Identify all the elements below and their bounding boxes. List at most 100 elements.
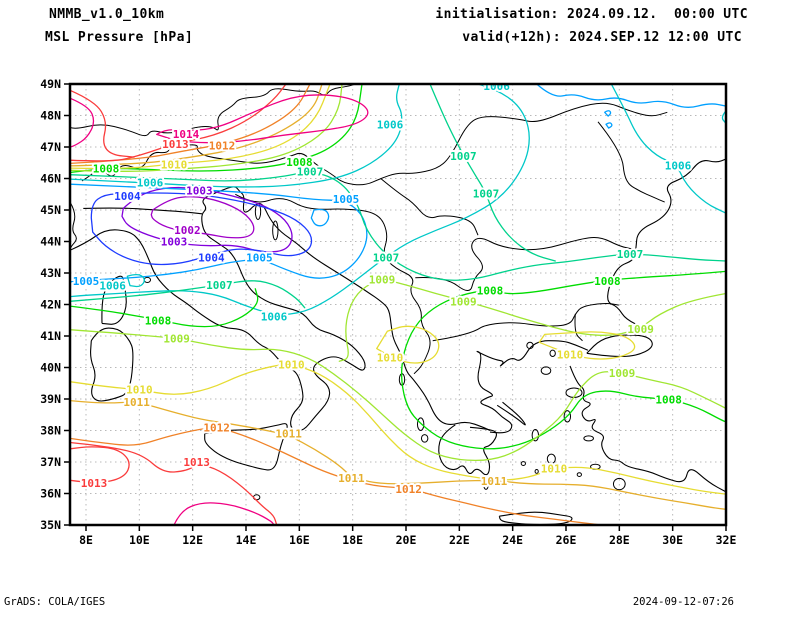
contour-label-1012: 1012 bbox=[395, 483, 422, 496]
lat-tick-label-39N: 39N bbox=[40, 392, 61, 406]
axis-ticks-labels: 49N 48N 47N 46N 45N 44N 43N 42N 41N 40N 39N 38N 37N 3… bbox=[40, 77, 736, 547]
lon-tick-label-24E: 24E bbox=[502, 533, 523, 547]
contour-label-1008: 1008 bbox=[145, 314, 172, 327]
lon-tick-label-12E: 12E bbox=[182, 533, 203, 547]
contour-label-1012: 1012 bbox=[203, 421, 230, 434]
country-border bbox=[380, 178, 479, 236]
lat-tick-label-38N: 38N bbox=[40, 424, 61, 438]
lat-tick-label-35N: 35N bbox=[40, 518, 61, 532]
contour-label-1006: 1006 bbox=[665, 159, 692, 172]
grads-credit: GrADS: COLA/IGES bbox=[4, 596, 106, 608]
country-border bbox=[70, 84, 356, 137]
contour-label-1011: 1011 bbox=[481, 475, 508, 488]
contour-label-1009: 1009 bbox=[163, 333, 190, 346]
lon-tick-label-16E: 16E bbox=[289, 533, 310, 547]
lat-tick-label-46N: 46N bbox=[40, 172, 61, 186]
coastline bbox=[101, 275, 127, 325]
contour-1011 bbox=[70, 84, 323, 167]
contour-label-1010: 1010 bbox=[557, 348, 584, 361]
contour-1012 bbox=[70, 427, 602, 525]
contour-label-1006: 1006 bbox=[261, 310, 288, 323]
island-outline bbox=[549, 349, 556, 357]
contour-1008 bbox=[70, 288, 259, 328]
lat-tick-label-36N: 36N bbox=[40, 487, 61, 501]
lat-tick-label-49N: 49N bbox=[40, 77, 61, 91]
contour-1005 bbox=[70, 183, 368, 283]
contour-label-1005: 1005 bbox=[73, 275, 100, 288]
contour-label-1009: 1009 bbox=[450, 295, 477, 308]
lat-tick-label-37N: 37N bbox=[40, 455, 61, 469]
contour-label-1006: 1006 bbox=[483, 80, 510, 93]
contour-1006 bbox=[610, 84, 726, 214]
graticule-grid bbox=[70, 84, 726, 525]
contour-label-1007: 1007 bbox=[450, 150, 477, 163]
contour-label-1007: 1007 bbox=[297, 166, 324, 179]
lat-tick-label-42N: 42N bbox=[40, 298, 61, 312]
contour-1009 bbox=[70, 329, 726, 462]
island-outline bbox=[143, 276, 152, 283]
creation-timestamp: 2024-09-12-07:26 bbox=[632, 596, 734, 608]
lon-tick-label-20E: 20E bbox=[396, 533, 417, 547]
lon-tick-label-30E: 30E bbox=[662, 533, 683, 547]
country-border bbox=[597, 121, 665, 203]
contour-label-1014: 1014 bbox=[173, 128, 200, 141]
contour-label-1006: 1006 bbox=[137, 176, 164, 189]
contour-label-1013: 1013 bbox=[183, 456, 210, 469]
lon-tick-label-14E: 14E bbox=[236, 533, 257, 547]
contour-label-1002: 1002 bbox=[174, 224, 201, 237]
coastline bbox=[90, 327, 134, 402]
contour-label-1009: 1009 bbox=[627, 323, 654, 336]
contour-label-1010: 1010 bbox=[278, 358, 305, 371]
contour-label-1013: 1013 bbox=[162, 138, 189, 151]
lon-tick-label-26E: 26E bbox=[556, 533, 577, 547]
island-outline bbox=[534, 469, 539, 474]
island-outline bbox=[483, 481, 489, 490]
island-outline bbox=[563, 410, 572, 423]
island-outline bbox=[520, 461, 526, 466]
coastline bbox=[204, 423, 288, 471]
lon-tick-label-22E: 22E bbox=[449, 533, 470, 547]
coastline bbox=[83, 207, 203, 215]
lon-tick-label-10E: 10E bbox=[129, 533, 150, 547]
contour-1005 bbox=[605, 122, 613, 129]
island-outline bbox=[583, 435, 594, 442]
lon-tick-label-18E: 18E bbox=[342, 533, 363, 547]
contour-1013 bbox=[70, 89, 135, 158]
contour-1014 bbox=[173, 502, 275, 525]
contour-1005 bbox=[604, 110, 612, 117]
island-outline bbox=[576, 472, 582, 477]
country-border bbox=[574, 313, 583, 342]
contour-label-1004: 1004 bbox=[198, 251, 225, 264]
lat-tick-label-48N: 48N bbox=[40, 109, 61, 123]
contour-label-1006: 1006 bbox=[99, 280, 126, 293]
contour-1005 bbox=[536, 84, 726, 108]
contour-1013 bbox=[70, 446, 130, 483]
contour-1003 bbox=[121, 186, 293, 253]
contour-label-1013: 1013 bbox=[81, 477, 108, 490]
contour-label-1010: 1010 bbox=[126, 384, 153, 397]
contour-label-1008: 1008 bbox=[93, 162, 120, 175]
contour-1007 bbox=[429, 84, 556, 262]
contour-1009 bbox=[70, 84, 343, 172]
island-outline bbox=[416, 417, 425, 432]
contour-label-1010: 1010 bbox=[541, 462, 568, 475]
contour-label-1008: 1008 bbox=[594, 275, 621, 288]
contour-1012 bbox=[70, 84, 311, 165]
model-title: NMMB_v1.0_10km bbox=[49, 7, 165, 22]
lon-tick-label-8E: 8E bbox=[79, 533, 93, 547]
contour-1005 bbox=[310, 208, 330, 227]
valid-time: valid(+12h): 2024.SEP.12 12:00 UTC bbox=[462, 30, 742, 45]
lat-tick-label-44N: 44N bbox=[40, 235, 61, 249]
contour-label-1008: 1008 bbox=[477, 284, 504, 297]
contour-1007 bbox=[70, 171, 726, 281]
contour-label-1008: 1008 bbox=[655, 394, 682, 407]
initialisation-time: initialisation: 2024.09.12. 00:00 UTC bbox=[435, 7, 748, 22]
contour-label-1012: 1012 bbox=[209, 139, 236, 152]
contour-1009 bbox=[338, 280, 726, 362]
contour-label-1009: 1009 bbox=[369, 273, 396, 286]
contour-label-1006: 1006 bbox=[377, 118, 404, 131]
contour-lines bbox=[70, 84, 726, 525]
contour-label-1003: 1003 bbox=[161, 236, 188, 249]
